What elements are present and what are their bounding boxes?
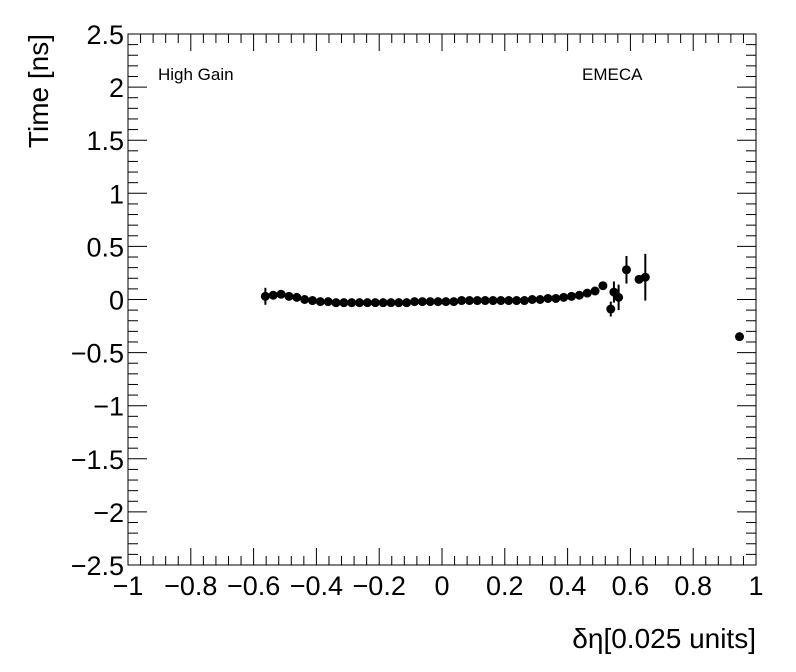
data-point — [464, 296, 474, 306]
data-point — [284, 291, 294, 301]
x-tick-label: −0.2 — [353, 571, 406, 601]
data-point — [355, 298, 365, 308]
data-point — [480, 296, 490, 306]
data-point — [504, 296, 514, 306]
x-axis-title: δη[0.025 units] — [572, 623, 756, 654]
data-point — [449, 297, 459, 307]
y-tick-label: 1 — [109, 179, 124, 209]
x-tick-label: −0.4 — [290, 571, 343, 601]
y-tick-label: −2 — [93, 498, 124, 528]
y-tick-label: 2.5 — [86, 20, 124, 50]
y-tick-label: −2.5 — [71, 551, 124, 581]
data-point — [559, 292, 569, 302]
data-point — [347, 298, 357, 308]
data-point — [496, 296, 506, 306]
data-point — [543, 293, 553, 303]
x-tick-label: 0.8 — [674, 571, 712, 601]
data-point — [370, 298, 380, 308]
data-point — [735, 332, 745, 342]
y-tick-label: 0.5 — [86, 232, 124, 262]
data-point — [598, 281, 608, 291]
data-point — [292, 292, 302, 302]
data-point — [307, 296, 317, 306]
data-point — [378, 298, 388, 308]
data-point — [425, 297, 435, 307]
data-point — [300, 295, 310, 304]
data-point — [621, 265, 631, 275]
y-tick-label: −0.5 — [71, 339, 124, 369]
x-tick-label: 0.6 — [612, 571, 650, 601]
x-tick-labels: −1 −0.8 −0.6 −0.4 −0.2 0 0.2 0.4 0.6 0.8 1 — [113, 571, 764, 601]
data-point — [512, 296, 522, 306]
data-point — [472, 296, 482, 306]
y-tick-labels: −2.5 −2 −1.5 −1 −0.5 0 0.5 1 1.5 2 2.5 — [71, 20, 124, 581]
data-point — [394, 298, 404, 308]
data-point — [488, 296, 498, 306]
data-point — [527, 295, 537, 304]
y-tick-label: −1.5 — [71, 445, 124, 475]
data-point — [331, 298, 341, 308]
data-point — [519, 296, 529, 306]
data-point — [441, 297, 451, 307]
x-tick-label: 0.4 — [549, 571, 587, 601]
x-tick-label: −1 — [113, 571, 144, 601]
data-point — [339, 298, 349, 308]
y-tick-label: −1 — [93, 392, 124, 422]
data-point — [386, 298, 396, 308]
x-tick-label: 0.2 — [486, 571, 524, 601]
data-point — [606, 304, 616, 314]
data-point — [433, 297, 443, 307]
data-point — [574, 290, 584, 300]
data-point — [323, 297, 333, 307]
data-point — [457, 296, 467, 306]
x-tick-label: 0 — [434, 571, 449, 601]
data-point — [614, 292, 624, 302]
data-point — [410, 297, 420, 307]
data-point — [276, 289, 286, 299]
y-axis-title: Time [ns] — [23, 34, 54, 148]
x-tick-label: 1 — [748, 571, 763, 601]
x-tick-label: −0.8 — [164, 571, 217, 601]
y-tick-label: 1.5 — [86, 126, 124, 156]
data-point — [362, 298, 372, 308]
data-point — [640, 272, 650, 282]
data-point — [260, 291, 270, 301]
data-point — [417, 297, 427, 307]
data-point — [582, 288, 592, 298]
data-point — [567, 291, 577, 301]
annotation-emeca: EMECA — [582, 65, 643, 84]
annotation-high-gain: High Gain — [158, 65, 234, 84]
data-points — [260, 253, 745, 342]
y-tick-label: 2 — [109, 73, 124, 103]
data-point — [315, 297, 325, 307]
data-point — [590, 286, 600, 296]
y-tick-label: 0 — [109, 286, 124, 316]
data-point — [268, 290, 278, 300]
x-tick-label: −0.6 — [227, 571, 280, 601]
axis-ticks — [127, 33, 757, 566]
data-point — [551, 293, 561, 303]
data-point — [535, 295, 545, 304]
data-point — [402, 298, 412, 308]
